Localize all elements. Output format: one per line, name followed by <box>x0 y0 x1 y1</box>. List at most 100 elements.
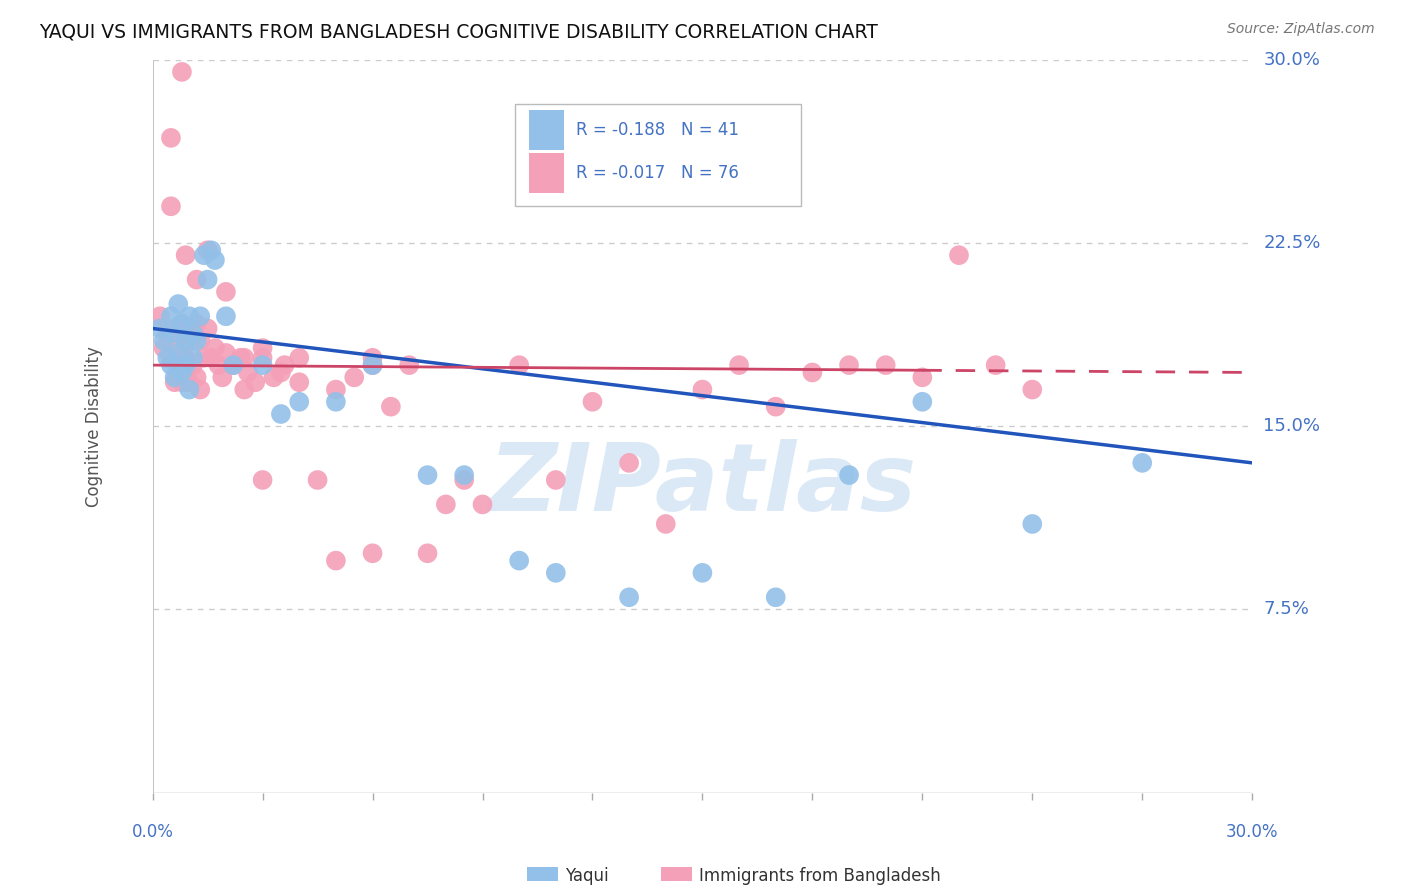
Point <box>179 310 201 324</box>
Point <box>1021 516 1043 531</box>
Point <box>416 468 439 483</box>
Point <box>728 358 751 372</box>
Point <box>174 334 197 348</box>
Text: ZIPatlas: ZIPatlas <box>488 439 917 531</box>
Point <box>167 341 190 355</box>
Point <box>211 370 233 384</box>
Point <box>361 351 384 365</box>
Point <box>170 65 193 79</box>
Point <box>174 351 197 365</box>
Point <box>193 248 215 262</box>
Point <box>188 310 211 324</box>
Point <box>186 370 208 384</box>
Point <box>236 366 259 380</box>
Point <box>617 456 640 470</box>
Point <box>288 351 311 365</box>
Point <box>416 546 439 560</box>
Point <box>167 346 190 360</box>
Point <box>181 326 204 341</box>
Point <box>508 553 530 567</box>
Point <box>252 473 274 487</box>
Point <box>398 358 420 372</box>
Point <box>434 497 457 511</box>
Text: Cognitive Disability: Cognitive Disability <box>86 346 103 507</box>
Point <box>453 473 475 487</box>
Point <box>692 566 714 580</box>
Point <box>838 358 860 372</box>
Point <box>181 351 204 365</box>
Point <box>170 317 193 331</box>
Point <box>156 326 179 341</box>
Point <box>204 253 226 268</box>
Point <box>174 248 197 262</box>
Point <box>222 358 245 372</box>
Point <box>152 334 174 348</box>
Point <box>229 351 252 365</box>
Point <box>197 244 219 258</box>
Text: YAQUI VS IMMIGRANTS FROM BANGLADESH COGNITIVE DISABILITY CORRELATION CHART: YAQUI VS IMMIGRANTS FROM BANGLADESH COGN… <box>39 22 879 41</box>
Point <box>307 473 329 487</box>
Text: 15.0%: 15.0% <box>1264 417 1320 435</box>
Point <box>186 317 208 331</box>
Point <box>270 366 292 380</box>
Point <box>163 370 186 384</box>
Point <box>163 326 186 341</box>
Point <box>181 358 204 372</box>
Point <box>215 310 238 324</box>
Point <box>911 394 934 409</box>
Point <box>270 407 292 421</box>
Point <box>215 346 238 360</box>
Point <box>1021 383 1043 397</box>
Point <box>179 376 201 390</box>
Text: 7.5%: 7.5% <box>1264 600 1309 618</box>
Point <box>508 358 530 372</box>
Point <box>181 334 204 348</box>
Point <box>984 358 1007 372</box>
Point <box>288 394 311 409</box>
Point <box>948 248 970 262</box>
Point <box>170 317 193 331</box>
Point <box>252 341 274 355</box>
Point <box>163 321 186 335</box>
Point <box>617 591 640 605</box>
Point <box>911 370 934 384</box>
FancyBboxPatch shape <box>516 103 801 206</box>
Point <box>692 383 714 397</box>
Point <box>160 199 183 213</box>
Point <box>160 351 183 365</box>
Point <box>170 376 193 390</box>
Point <box>343 370 366 384</box>
Text: R = -0.017   N = 76: R = -0.017 N = 76 <box>576 164 738 182</box>
Point <box>288 376 311 390</box>
Text: 22.5%: 22.5% <box>1264 234 1320 252</box>
Point <box>186 272 208 286</box>
Point <box>325 383 347 397</box>
Point <box>325 553 347 567</box>
Point <box>174 334 197 348</box>
Point <box>160 310 183 324</box>
Point <box>544 566 567 580</box>
Point <box>361 358 384 372</box>
Point <box>544 473 567 487</box>
Point <box>200 244 222 258</box>
Point <box>174 358 197 372</box>
Point <box>188 334 211 348</box>
Point <box>233 351 256 365</box>
Text: 30.0%: 30.0% <box>1226 823 1278 841</box>
Point <box>245 376 267 390</box>
Text: Source: ZipAtlas.com: Source: ZipAtlas.com <box>1227 22 1375 37</box>
Point <box>453 468 475 483</box>
Point <box>197 272 219 286</box>
Point <box>167 297 190 311</box>
Point <box>765 400 787 414</box>
Point <box>581 394 603 409</box>
Point <box>361 358 384 372</box>
Point <box>200 351 222 365</box>
Point <box>252 351 274 365</box>
Point <box>152 341 174 355</box>
Point <box>149 310 172 324</box>
Text: R = -0.188   N = 41: R = -0.188 N = 41 <box>576 120 740 138</box>
Point <box>179 321 201 335</box>
Point <box>186 334 208 348</box>
Point <box>179 383 201 397</box>
